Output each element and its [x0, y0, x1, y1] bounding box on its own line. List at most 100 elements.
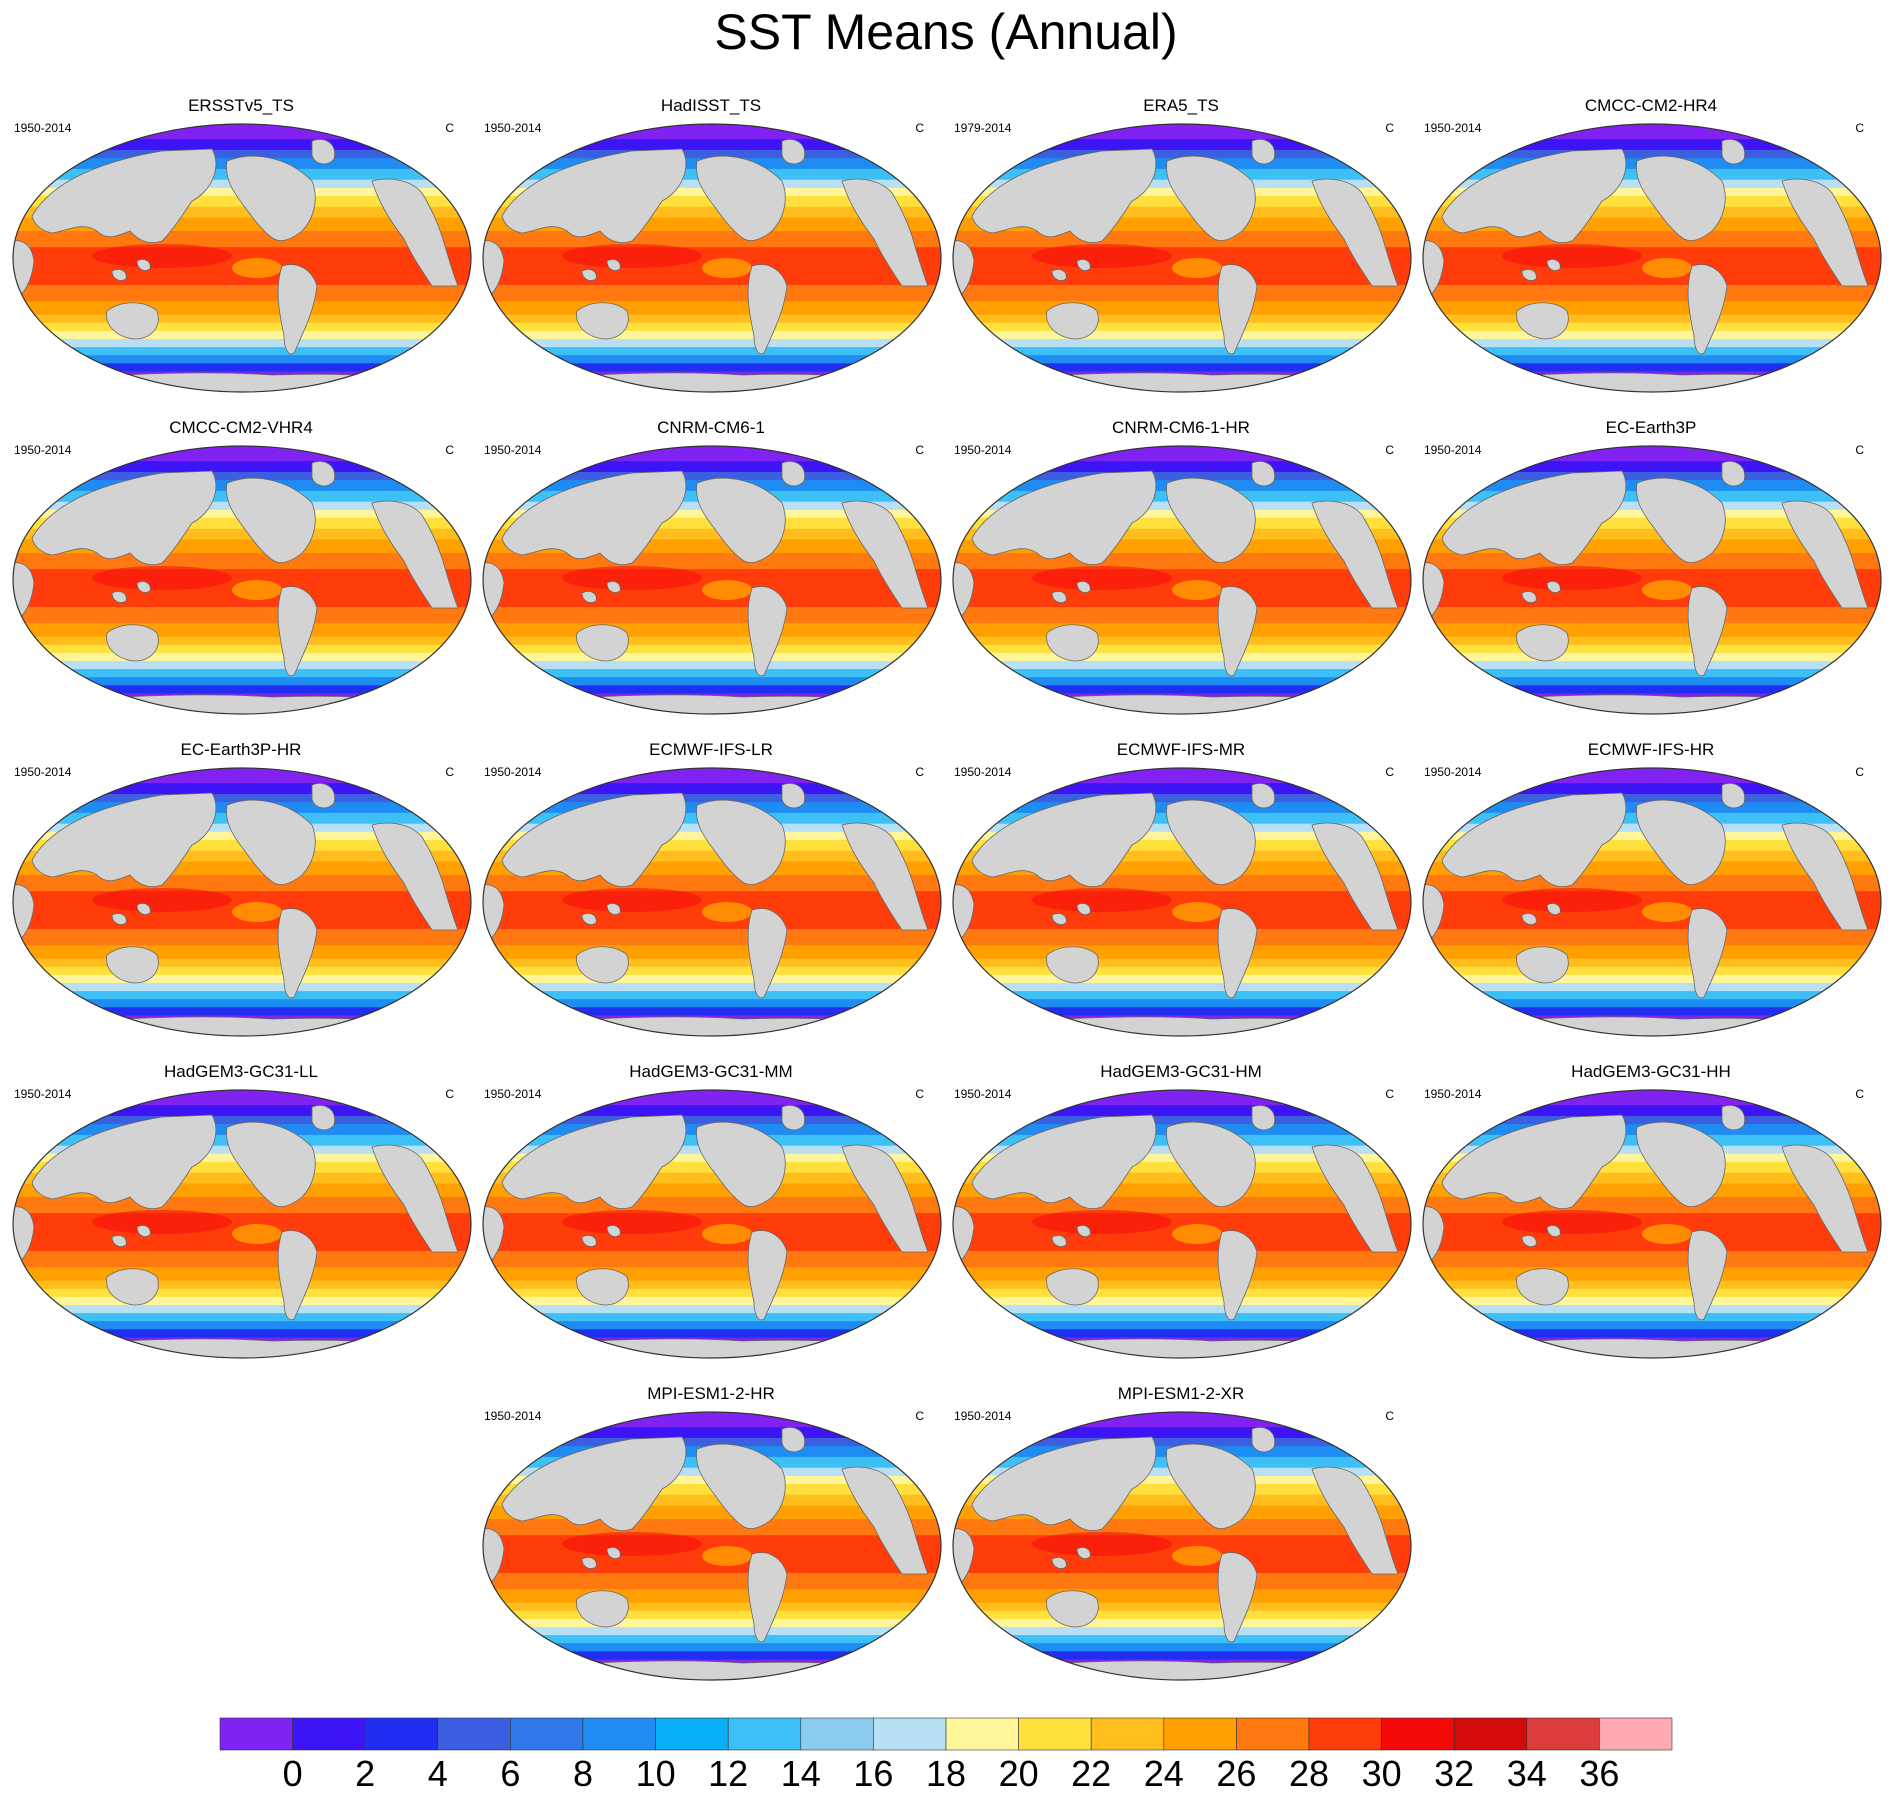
sst-band [1423, 669, 1881, 678]
sst-band [483, 1635, 941, 1644]
land-mass [1546, 259, 1561, 271]
land-mass [226, 477, 316, 563]
map-panel: EC-Earth3P-HR 1950-2014 C [6, 740, 476, 1040]
panel-title: ECMWF-IFS-LR [649, 740, 773, 759]
sst-band [953, 314, 1411, 324]
colorbar-tick-label: 22 [1071, 1753, 1112, 1794]
cold-tongue [1172, 580, 1222, 600]
sst-band [953, 139, 1411, 151]
land-mass [1781, 1144, 1869, 1253]
sst-band [1423, 661, 1881, 670]
colorbar-tick-label: 16 [853, 1753, 894, 1794]
land-mass [1781, 178, 1869, 287]
land-mass [781, 783, 806, 809]
sst-band [13, 652, 471, 662]
sst-band [483, 1251, 941, 1268]
sst-band [953, 607, 1411, 624]
sst-band [953, 1280, 1411, 1290]
panel-period: 1950-2014 [1424, 1087, 1482, 1101]
warm-pool [562, 1532, 702, 1556]
warm-pool [92, 244, 232, 268]
panel-units: C [915, 121, 924, 135]
map-panel: HadGEM3-GC31-LL 1950-2014 C [6, 1062, 476, 1362]
sst-band [483, 958, 941, 968]
land-mass [1217, 1552, 1258, 1643]
map-panel: ERA5_TS 1979-2014 C [946, 96, 1416, 396]
sst-band [483, 1172, 941, 1185]
land-mass [1781, 500, 1869, 609]
sst-band [13, 330, 471, 340]
sst-band [953, 669, 1411, 678]
sst-band [1423, 966, 1881, 976]
sst-band [483, 1519, 941, 1536]
land-mass [111, 913, 127, 925]
land-mass [1636, 155, 1726, 241]
panel-title: CMCC-CM2-HR4 [1584, 96, 1718, 115]
sst-band [483, 1105, 941, 1117]
land-mass [1166, 155, 1256, 241]
land-mass [31, 792, 217, 888]
cold-tongue [232, 258, 282, 278]
land-mass [1516, 624, 1569, 662]
sst-band [483, 644, 941, 654]
panel-units: C [915, 443, 924, 457]
panel-title: ERA5_TS [1143, 96, 1219, 115]
colorbar-tick-label: 34 [1506, 1753, 1547, 1794]
panel-period: 1950-2014 [14, 443, 72, 457]
sst-band [13, 553, 471, 570]
sst-band [13, 322, 471, 332]
land-mass [971, 792, 1157, 888]
sst-band [483, 363, 941, 373]
sst-band [13, 991, 471, 1000]
land-mass [31, 470, 217, 566]
land-mass [226, 1121, 316, 1207]
sst-band [1423, 1313, 1881, 1322]
land-mass [1217, 264, 1258, 355]
sst-band [953, 339, 1411, 348]
land-mass [841, 1144, 929, 1253]
land-mass [1076, 903, 1091, 915]
colorbar-swatch [292, 1717, 366, 1751]
sst-band [953, 1197, 1411, 1214]
land-mass [696, 799, 786, 885]
sst-band [953, 1494, 1411, 1507]
sst-band [483, 783, 941, 795]
cold-tongue [702, 580, 752, 600]
panel-units: C [445, 443, 454, 457]
land-mass [1251, 139, 1276, 165]
map-panel: MPI-ESM1-2-HR 1950-2014 C [476, 1384, 946, 1684]
land-mass [1311, 822, 1399, 931]
land-mass [501, 792, 687, 888]
sst-band [1423, 1197, 1881, 1214]
land-mass [1521, 269, 1537, 281]
sst-band [953, 983, 1411, 992]
sst-band [953, 875, 1411, 892]
land-mass [581, 1557, 597, 1569]
panel-period: 1950-2014 [1424, 121, 1482, 135]
land-mass [501, 470, 687, 566]
sst-band [1423, 1280, 1881, 1290]
sst-band [953, 1288, 1411, 1298]
colorbar-swatch [219, 1717, 293, 1751]
map-outline [482, 445, 942, 715]
panel-period: 1950-2014 [954, 1409, 1012, 1423]
land-mass [747, 264, 788, 355]
land-mass [136, 903, 151, 915]
sst-band [1423, 355, 1881, 365]
sst-band [483, 1618, 941, 1628]
panel-units: C [1855, 1087, 1864, 1101]
land-mass [136, 259, 151, 271]
colorbar-swatch [582, 1717, 656, 1751]
sst-band [483, 322, 941, 332]
panel-title: ERSSTv5_TS [188, 96, 294, 115]
land-mass [1166, 477, 1256, 563]
colorbar-tick-label: 24 [1143, 1753, 1184, 1794]
sst-band [483, 850, 941, 863]
colorbar-swatch [1381, 1717, 1455, 1751]
cold-tongue [702, 902, 752, 922]
colorbar-tick-label: 30 [1361, 1753, 1402, 1794]
sst-map [952, 445, 1412, 715]
land-mass [1441, 792, 1627, 888]
sst-band [1423, 347, 1881, 356]
warm-pool [562, 566, 702, 590]
